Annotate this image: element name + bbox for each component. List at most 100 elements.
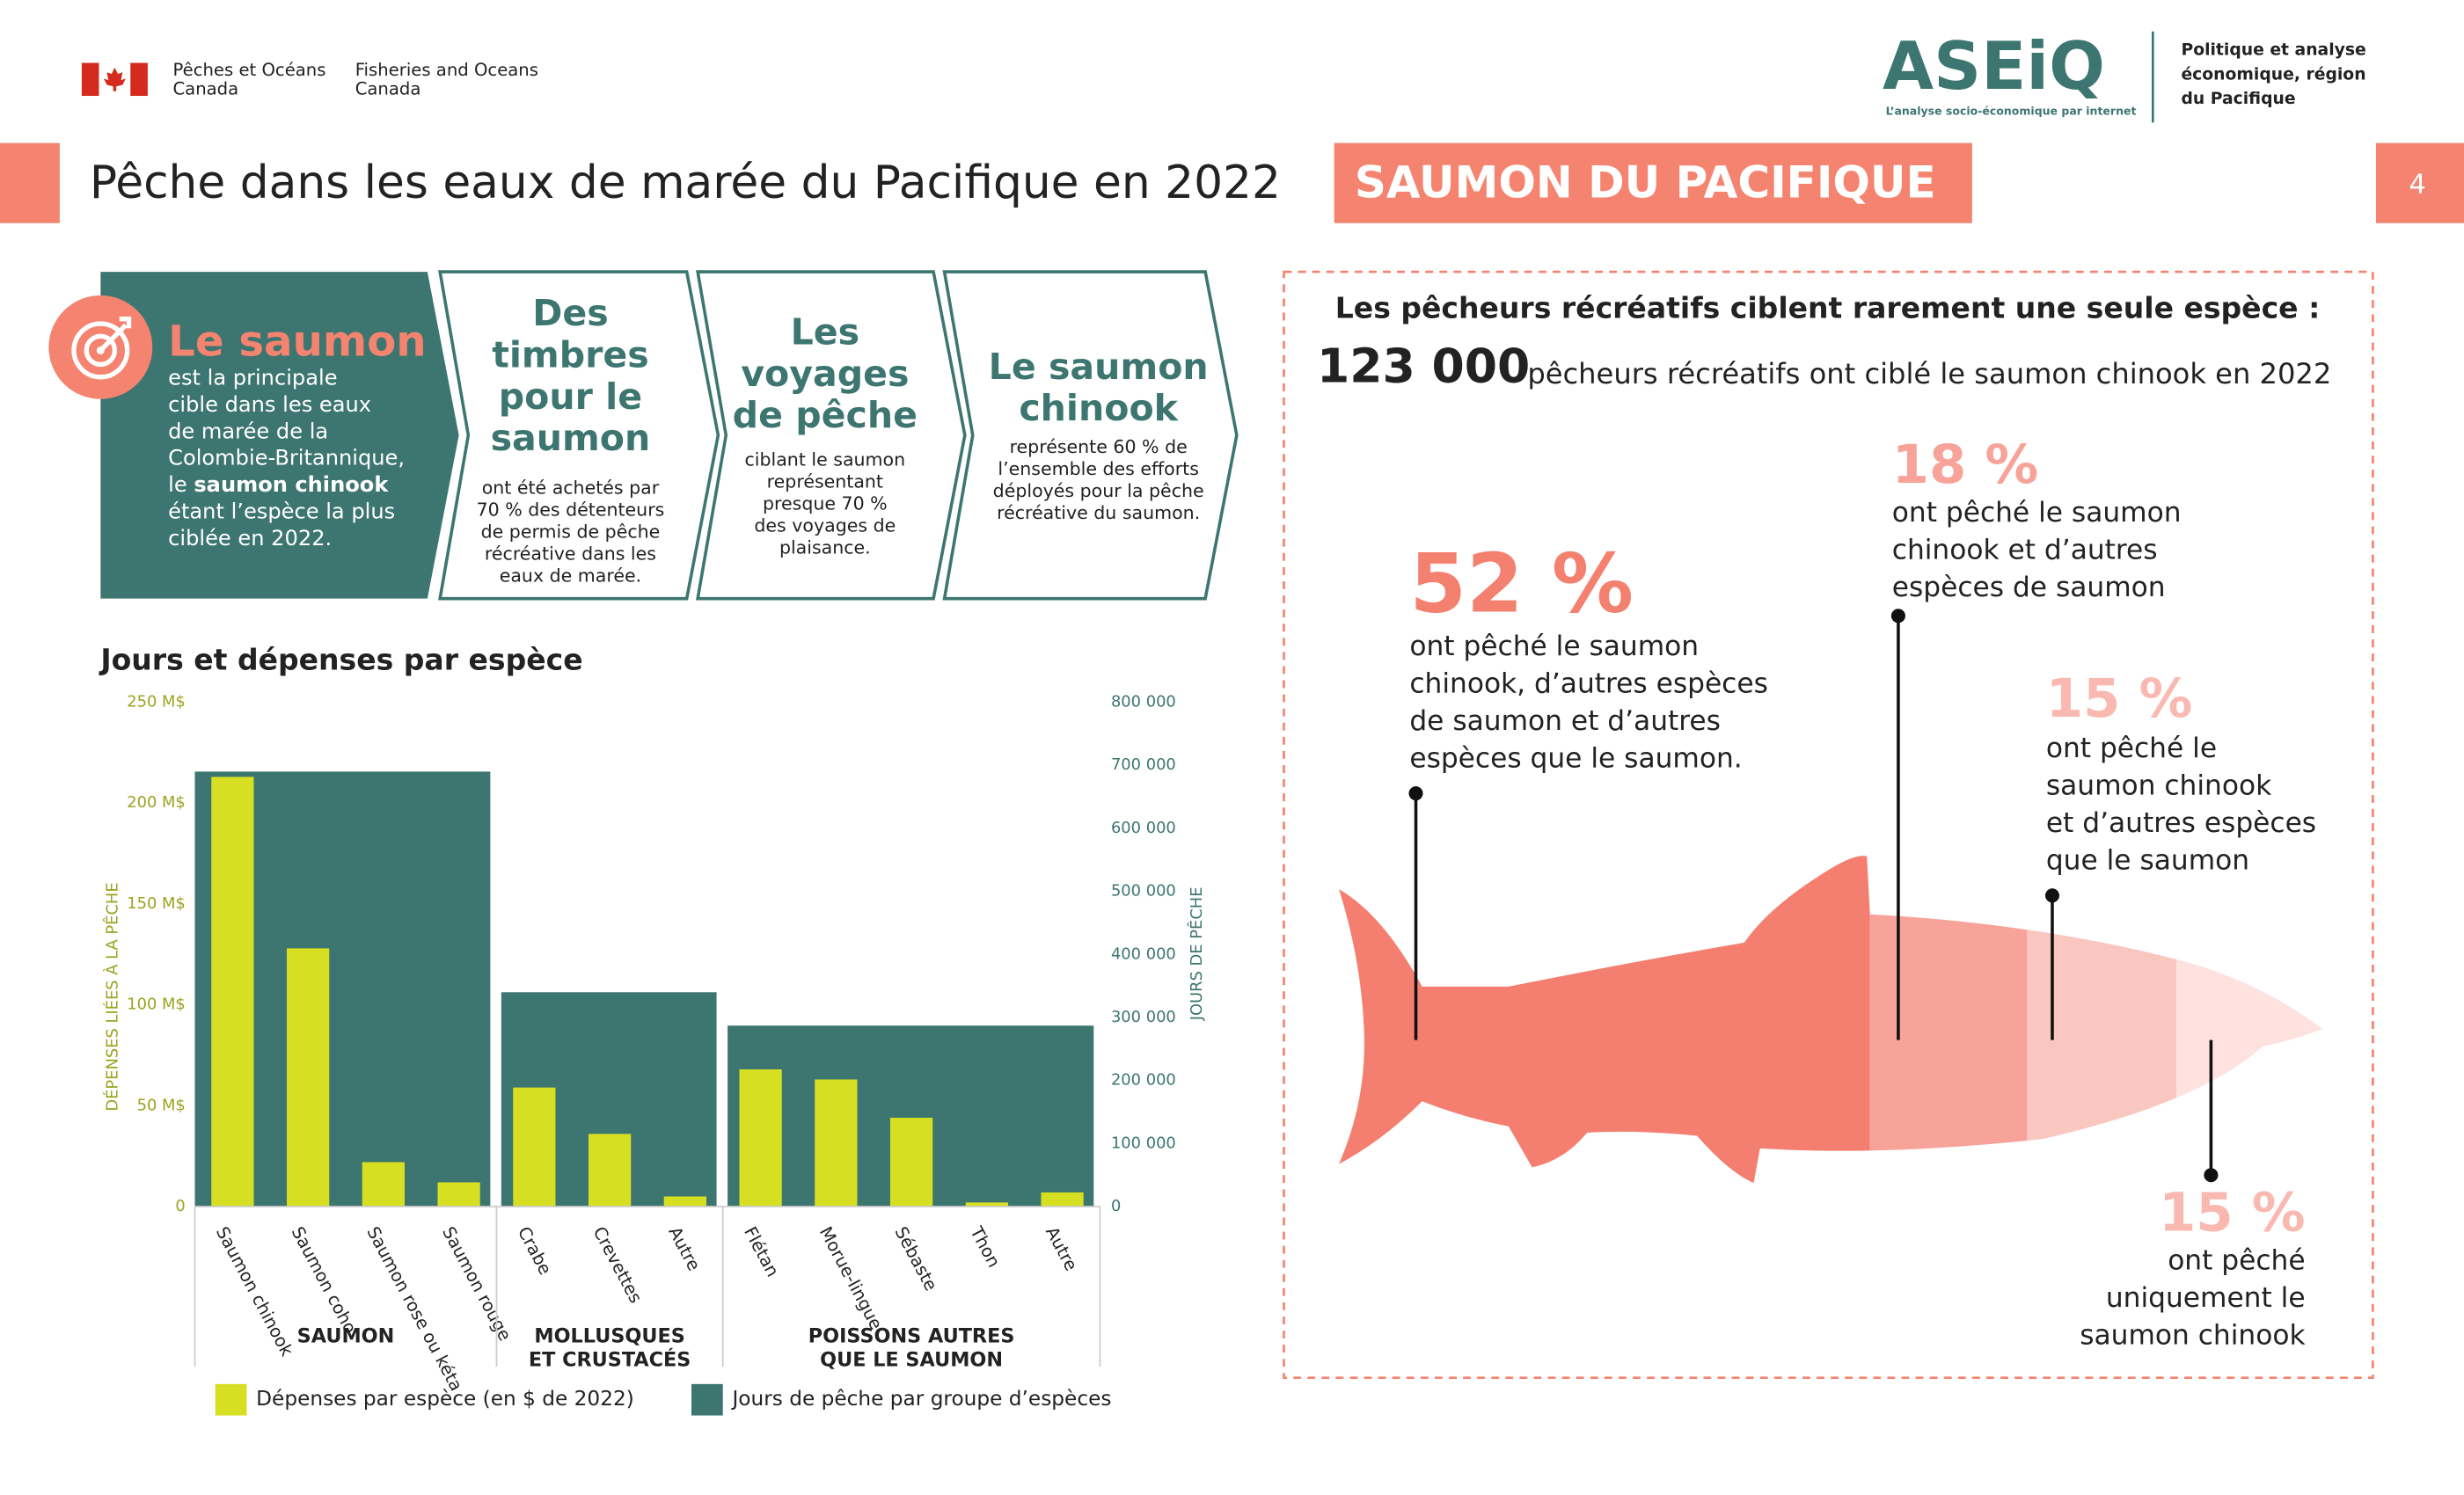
- panel-text: représente 60 % de: [1010, 436, 1188, 457]
- panel-heading: voyages: [741, 353, 909, 395]
- y2-tick-label: 500 000: [1111, 882, 1176, 901]
- spending-bar: [588, 1134, 632, 1207]
- panel-text: des voyages de: [754, 514, 896, 536]
- panel-heading: Des: [532, 292, 608, 334]
- panel-text: récréative du saumon.: [997, 502, 1200, 523]
- panel-text-bold: saumon chinook: [194, 472, 389, 497]
- x-tick-label: Morue-lingue: [815, 1223, 887, 1333]
- x-tick-label: Thon: [966, 1222, 1005, 1271]
- segment-percent: 18 %: [1892, 434, 2038, 496]
- spending-bar: [513, 1087, 556, 1207]
- spending-bar: [211, 777, 254, 1207]
- panel-text: représentant: [767, 470, 883, 492]
- fish-segment: [1869, 856, 2028, 1184]
- segment-text: ont pêché le saumon: [1409, 631, 1699, 662]
- panel-text: de permis de pêche: [481, 521, 661, 543]
- spending-bar: [1041, 1192, 1084, 1207]
- y2-tick-label: 0: [1111, 1197, 1121, 1215]
- logo-tagline: L’analyse socio-économique par internet: [1886, 104, 2137, 117]
- page-number-background: [2375, 142, 2464, 223]
- region-text: économique, région: [2181, 65, 2365, 84]
- department-en: Fisheries and Oceans: [355, 60, 538, 80]
- spending-bar: [437, 1182, 480, 1207]
- spending-bar: [663, 1196, 706, 1207]
- department-en: Canada: [355, 78, 421, 98]
- spending-bar: [889, 1118, 933, 1207]
- y2-tick-label: 100 000: [1111, 1134, 1176, 1152]
- page-title: Pêche dans les eaux de marée du Pacifiqu…: [90, 157, 1281, 209]
- y2-tick-label: 400 000: [1111, 944, 1176, 963]
- panel-heading: pour le: [499, 376, 642, 418]
- spending-bar: [965, 1202, 1008, 1207]
- x-tick-label: Autre: [1042, 1223, 1081, 1274]
- segment-text: uniquement le: [2106, 1282, 2306, 1314]
- legend-label: Jours de pêche par groupe d’espèces: [730, 1387, 1111, 1411]
- panel-text: ont été achetés par: [482, 478, 660, 499]
- department-fr: Canada: [172, 78, 238, 98]
- x-tick-label: Flétan: [740, 1223, 783, 1280]
- fish-frame: [1283, 270, 2374, 1380]
- segment-text: chinook, d’autres espèces: [1409, 668, 1768, 700]
- panel-text: de marée de la: [168, 419, 328, 443]
- segment-text: que le saumon: [2046, 845, 2249, 877]
- spending-bar: [739, 1069, 782, 1207]
- canada-flag: [81, 62, 148, 97]
- panel-heading: Les: [791, 311, 860, 354]
- target-icon: [48, 295, 153, 399]
- x-tick-label: Crabe: [514, 1223, 556, 1278]
- panel-text: eaux de marée.: [500, 565, 641, 587]
- panel-shape: [438, 270, 720, 601]
- y-tick-label: 50 M$: [137, 1096, 186, 1114]
- segment-text: espèces de saumon: [1892, 572, 2166, 603]
- panel-shape: [100, 272, 459, 599]
- fish-count-text: pêcheurs récréatifs ont ciblé le saumon …: [1527, 357, 2331, 390]
- group-label: MOLLUSQUES: [534, 1325, 684, 1348]
- y2-tick-label: 300 000: [1111, 1008, 1176, 1026]
- department-fr: Pêches et Océans: [172, 60, 325, 80]
- panel-text: est la principale: [168, 366, 337, 390]
- y2-tick-label: 800 000: [1111, 693, 1176, 711]
- y-tick-label: 100 M$: [127, 995, 186, 1014]
- panel-text: étant l’espèce la plus: [168, 499, 395, 523]
- fish-count: 123 000: [1317, 338, 1530, 393]
- x-tick-label: Saumon coho: [288, 1223, 361, 1337]
- y-tick-label: 250 M$: [127, 693, 186, 711]
- segment-percent: 15 %: [2046, 668, 2192, 730]
- segment-text: saumon chinook: [2046, 770, 2271, 802]
- x-tick-label: Sébaste: [891, 1223, 941, 1294]
- segment-text: espèces que le saumon.: [1409, 743, 1742, 775]
- segment-text: chinook et d’autres: [1892, 535, 2158, 566]
- x-tick-label: Autre: [664, 1223, 704, 1274]
- panel-text: ciblée en 2022.: [168, 526, 332, 551]
- segment-text: saumon chinook: [2080, 1320, 2305, 1352]
- y2-tick-label: 600 000: [1111, 819, 1176, 837]
- fish-title: Les pêcheurs récréatifs ciblent rarement…: [1335, 290, 2321, 325]
- spending-bar: [362, 1162, 405, 1207]
- panel-shape: [696, 270, 967, 601]
- panel-heading: saumon: [491, 417, 651, 459]
- panel-heading: timbres: [492, 333, 649, 376]
- y-tick-label: 0: [175, 1197, 185, 1215]
- panel-heading: Le saumon: [989, 346, 1209, 388]
- spending-bar: [815, 1079, 858, 1207]
- segment-percent: 52 %: [1409, 536, 1634, 631]
- y2-tick-label: 700 000: [1111, 755, 1176, 774]
- legend-label: Dépenses par espèce (en $ de 2022): [256, 1387, 634, 1411]
- panel-text: Colombie-Britannique,: [168, 446, 405, 470]
- x-tick-label: Saumon chinook: [212, 1223, 297, 1360]
- segment-text: ont pêché le saumon: [1892, 497, 2182, 529]
- tag: SAUMON DU PACIFIQUE: [1355, 157, 1936, 208]
- pointers: [1408, 609, 2219, 1183]
- region-text: du Pacifique: [2181, 90, 2295, 108]
- panel-text: cible dans les eaux: [168, 392, 371, 417]
- panel-text: le saumon chinook: [168, 472, 389, 497]
- panel-text: 70 % des détenteurs: [477, 500, 665, 521]
- legend-swatch: [691, 1383, 723, 1416]
- tag-background: [1334, 142, 1972, 223]
- title-accent: [0, 142, 60, 223]
- fish-segment: [2176, 856, 2323, 1184]
- group-label: POISSONS AUTRES: [808, 1325, 1015, 1348]
- fish-segment: [1338, 856, 1870, 1184]
